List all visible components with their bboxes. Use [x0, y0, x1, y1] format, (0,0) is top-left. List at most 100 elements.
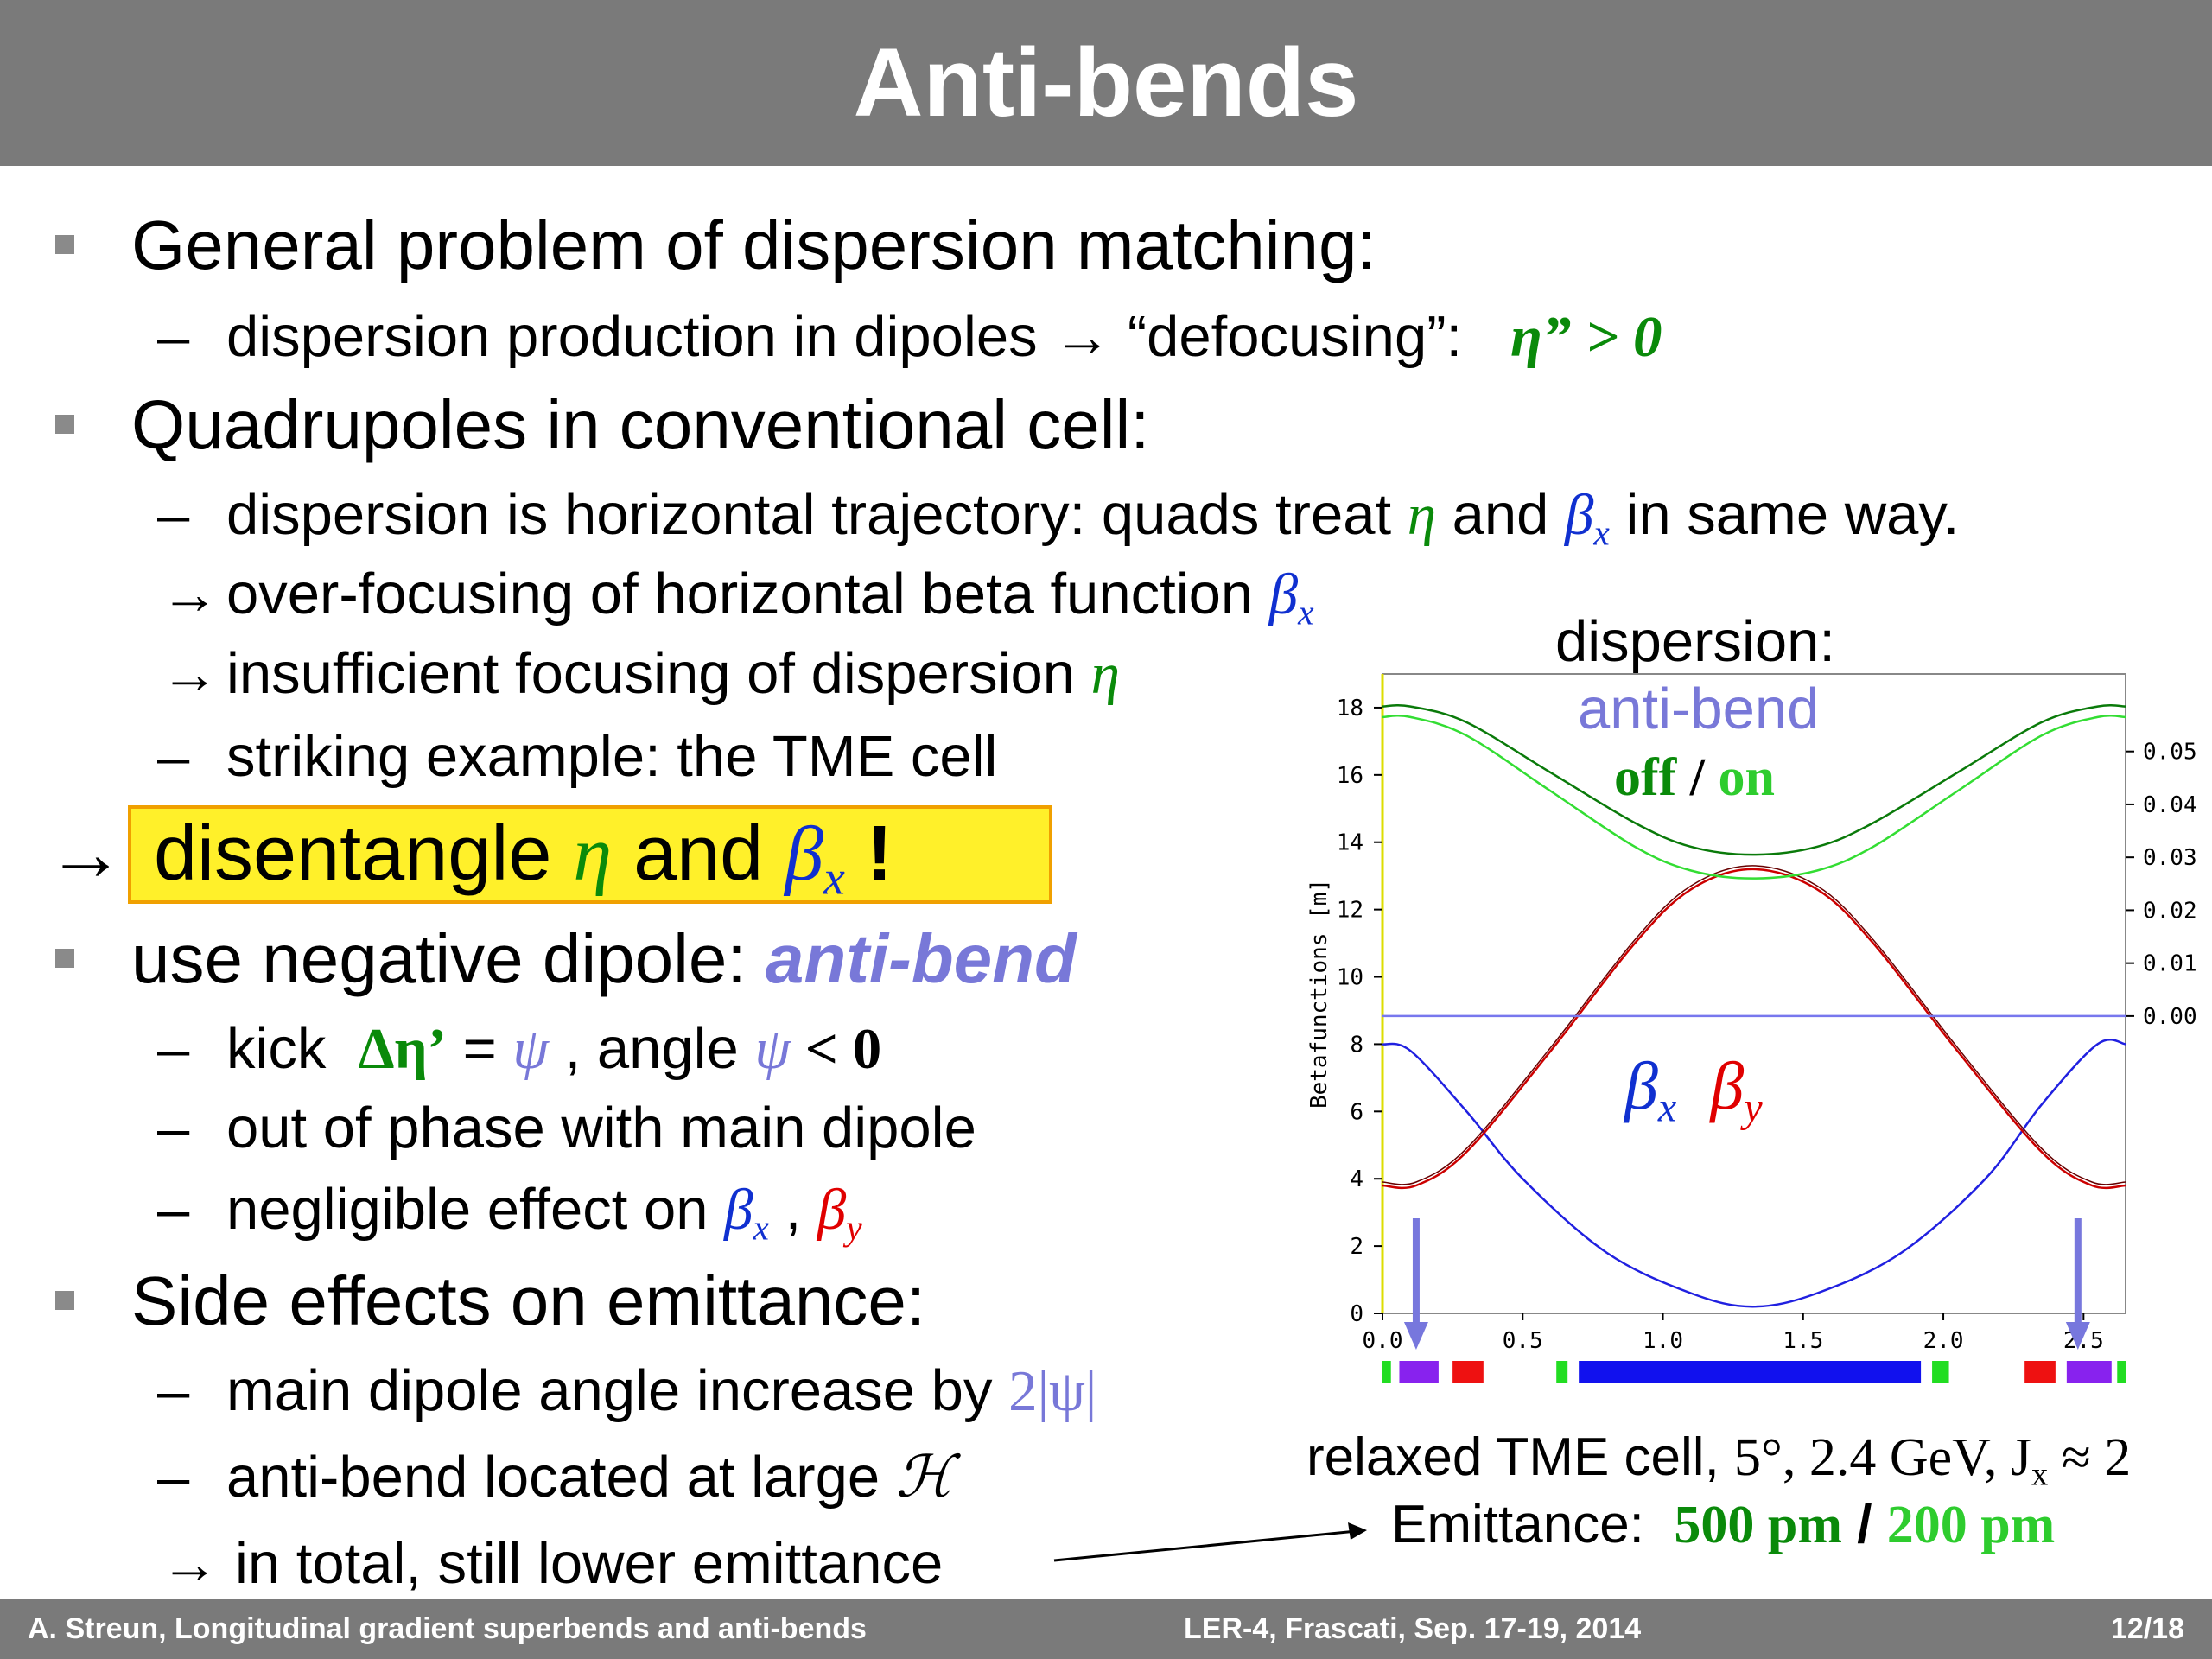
anti-bend-label: anti-bend [1578, 677, 1820, 741]
series-line-3 [1382, 715, 2126, 880]
lattice-element-quad [1932, 1361, 1949, 1383]
lattice-element-quad [1452, 1361, 1484, 1383]
x-tick-label: 1.5 [1783, 1328, 1823, 1354]
sub-bullet-negligible-effect: negligible effect on βx , βy [226, 1175, 862, 1262]
slide-title: Anti-bends [853, 29, 1359, 137]
footer-bar: A. Streun, Longitudinal gradient superbe… [0, 1599, 2212, 1659]
dash-marker: – [157, 724, 190, 789]
text-fragment: dispersion is horizontal trajectory: qua… [226, 482, 1392, 547]
dash-marker: – [157, 1096, 190, 1160]
caption-params: 5°, 2.4 GeV, Jx ≈ 2 [1734, 1428, 2132, 1493]
script-h-symbol: ℋ [895, 1446, 953, 1510]
y-tick-label: 14 [1337, 830, 1363, 856]
sub-bullet-dispersion-production: dispersion production in dipoles → “defo… [226, 302, 1662, 372]
text-fragment: kick [226, 1016, 327, 1081]
slash: / [1676, 748, 1719, 807]
text-fragment: and [1452, 482, 1549, 547]
y2-tick-label: 0.01 [2143, 951, 2197, 977]
bullet-dispersion-matching: General problem of dispersion matching: [131, 207, 1376, 283]
x-tick-label: 0.0 [1363, 1328, 1403, 1354]
emittance-label: Emittance: [1391, 1495, 1644, 1554]
beta-x-symbol: βx [724, 1178, 769, 1248]
lattice-element-anti-bend [2066, 1361, 2112, 1383]
slash: / [1842, 1495, 1887, 1554]
highlight-box [128, 805, 1052, 904]
lattice-element-anti-bend [1399, 1361, 1439, 1383]
text-fragment: and [633, 810, 764, 897]
footer-page-number: 12/18 [2110, 1612, 2184, 1645]
sub-bullet-main-dipole-angle: main dipole angle increase by 2|ψ| [226, 1357, 1096, 1426]
series-line-1 [1382, 868, 2126, 1190]
bullet-marker [55, 415, 74, 434]
comma: , [768, 1177, 817, 1242]
series-line-1-shadow [1382, 865, 2126, 1185]
lattice-element-quad [1556, 1361, 1568, 1383]
title-bar [0, 0, 2212, 166]
beta-legend: βx βy [1624, 1047, 1763, 1147]
text-fragment: use negative dipole: [131, 920, 747, 997]
sub-bullet-tme-example: striking example: the TME cell [226, 724, 998, 789]
y-tick-label: 16 [1337, 763, 1363, 789]
x-tick-label: 0.5 [1503, 1328, 1543, 1354]
beta-y-symbol: βy [1710, 1048, 1763, 1131]
equals: = [447, 1016, 513, 1081]
anti-bend-arrow-head [1403, 1322, 1428, 1350]
text-fragment: main dipole angle increase by [226, 1358, 993, 1423]
arrow-icon: → [161, 1531, 219, 1596]
less-than-zero: < 0 [791, 1017, 882, 1081]
y-tick-label: 12 [1337, 898, 1363, 924]
y-tick-label: 18 [1337, 696, 1363, 721]
y2-tick-label: 0.03 [2143, 845, 2197, 871]
arrow-icon: → [47, 810, 124, 897]
arrow-icon: → [161, 641, 219, 706]
y-tick-label: 0 [1350, 1301, 1363, 1327]
lattice-element-quad [1382, 1361, 1391, 1383]
y2-tick-label: 0.00 [2143, 1004, 2197, 1030]
y2-tick-label: 0.04 [2143, 792, 2197, 818]
series-line-2 [1382, 704, 2126, 856]
dash-marker: – [157, 482, 190, 547]
bullet-quadrupoles: Quadrupoles in conventional cell: [131, 386, 1150, 463]
off-label: off [1614, 748, 1677, 807]
exclamation: ! [866, 810, 893, 897]
lattice-element-dipole [1579, 1361, 1922, 1383]
text-fragment: over-focusing of horizontal beta functio… [226, 562, 1254, 626]
pointer-arrow [1053, 1522, 1367, 1562]
y2-tick-label: 0.02 [2143, 898, 2197, 924]
sub-bullet-out-of-phase: out of phase with main dipole [226, 1096, 976, 1160]
bullet-side-effects: Side effects on emittance: [131, 1262, 926, 1339]
text-fragment: insufficient focusing of dispersion [226, 641, 1076, 706]
arrow-icon: → [161, 562, 219, 626]
dash-marker: – [157, 1445, 190, 1510]
y-axis-label: Betafunctions [m] [1306, 879, 1332, 1109]
sub-bullet-over-focusing: over-focusing of horizontal beta functio… [226, 560, 1314, 646]
anti-bend-term: anti-bend [765, 920, 1077, 997]
beta-y-symbol: βy [817, 1178, 862, 1248]
bullet-marker [55, 949, 74, 968]
bullet-negative-dipole: use negative dipole: anti-bend [131, 919, 1077, 999]
eta-symbol: η [573, 811, 613, 897]
emittance-line: Emittance: 500 pm / 200 pm [1391, 1493, 2055, 1557]
y-tick-label: 10 [1337, 965, 1363, 991]
beta-x-symbol: βx [785, 811, 845, 906]
text-fragment: anti-bend located at large [226, 1445, 880, 1510]
text-fragment: in same way. [1625, 482, 1960, 547]
text-fragment: disentangle [154, 810, 552, 897]
y2-axis-label: Dispersion [m] [2202, 899, 2203, 1088]
eta-condition: η” > 0 [1510, 305, 1662, 369]
bullet-marker [55, 1291, 74, 1310]
sub-bullet-insufficient-focusing: insufficient focusing of dispersion η [226, 639, 1120, 709]
y-tick-label: 8 [1350, 1032, 1363, 1058]
y2-tick-label: 0.05 [2143, 740, 2197, 766]
anti-bend-arrow-head [2065, 1322, 2090, 1350]
series-line-0 [1382, 1039, 2126, 1308]
text-fragment: negligible effect on [226, 1177, 709, 1242]
sub-bullet-kick: kick Δη’ = ψ , angle ψ < 0 [226, 1014, 881, 1084]
emittance-on: 200 pm [1886, 1496, 2056, 1554]
sub-bullet-lower-emittance: in total, still lower emittance [235, 1531, 944, 1596]
x-tick-label: 1.0 [1643, 1328, 1683, 1354]
footer-event: LER-4, Frascati, Sep. 17-19, 2014 [1184, 1612, 1642, 1645]
highlight-disentangle: disentangle η and βx ! [154, 810, 893, 922]
y-tick-label: 6 [1350, 1099, 1363, 1125]
